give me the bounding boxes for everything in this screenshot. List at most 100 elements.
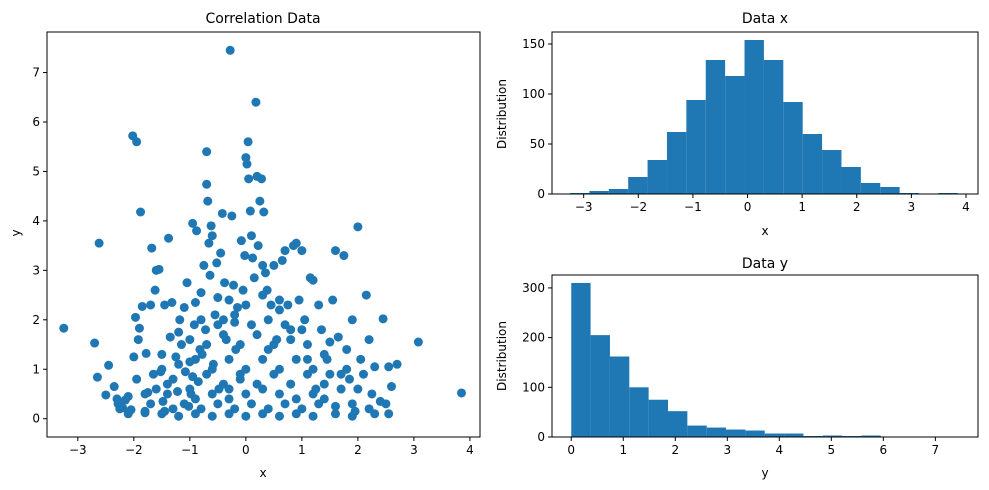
histogram-y-ytick-label: 300 <box>522 281 545 295</box>
scatter-point <box>188 372 198 382</box>
scatter-point <box>245 206 255 216</box>
scatter-xtick-label: 3 <box>410 443 418 457</box>
scatter-point <box>162 389 172 399</box>
scatter-point <box>210 310 220 320</box>
scatter-point <box>255 196 265 206</box>
scatter-point <box>90 338 100 348</box>
scatter-point <box>344 374 354 384</box>
scatter-point <box>207 389 217 399</box>
histogram-x-bar <box>802 134 823 194</box>
histogram-x-bar <box>705 60 726 194</box>
scatter-point <box>225 45 235 55</box>
histogram-x-xtick-label: 2 <box>853 200 861 214</box>
scatter-point <box>207 411 217 421</box>
histogram-x-bar <box>725 76 745 194</box>
scatter-ytick-label: 3 <box>32 263 40 277</box>
scatter-point <box>274 295 284 305</box>
histogram-y-ylabel: Distribution <box>495 321 509 391</box>
scatter-point <box>342 344 352 354</box>
scatter-point <box>283 300 293 310</box>
scatter-ytick-label: 2 <box>32 313 40 327</box>
histogram-x-bar <box>880 187 900 194</box>
scatter-point <box>147 243 157 253</box>
scatter-point <box>252 330 262 340</box>
scatter-point <box>232 302 242 312</box>
scatter-points <box>59 45 467 421</box>
scatter-point <box>286 335 296 345</box>
scatter-point <box>230 404 240 414</box>
histogram-y-ytick-label: 200 <box>522 331 545 345</box>
scatter-point <box>132 374 142 384</box>
histogram-y-ticks: 0 1 2 3 4 5 6 7 0 100 200 300 <box>522 281 939 457</box>
scatter-point <box>199 260 209 270</box>
histogram-y-ytick-label: 0 <box>537 430 545 444</box>
scatter-point <box>240 251 250 261</box>
scatter-point <box>174 411 184 421</box>
scatter-point <box>319 379 329 389</box>
scatter-point <box>230 317 240 327</box>
histogram-x-bar <box>763 60 784 194</box>
histogram-y-bar <box>590 335 610 437</box>
scatter-point <box>280 320 290 330</box>
histogram-x-bar <box>666 132 687 194</box>
scatter-point <box>258 260 268 270</box>
scatter-point <box>189 320 199 330</box>
histogram-x-xtick-label: −1 <box>684 200 702 214</box>
histogram-y-xtick-label: 1 <box>619 443 627 457</box>
histogram-y-xtick-label: 3 <box>723 443 731 457</box>
scatter-point <box>333 332 343 342</box>
scatter-point <box>378 314 388 324</box>
scatter-point <box>197 349 207 359</box>
scatter-point <box>243 137 253 147</box>
scatter-point <box>263 315 273 325</box>
scatter-point <box>220 278 230 288</box>
scatter-point <box>230 310 240 320</box>
scatter-ytick-label: 1 <box>32 362 40 376</box>
scatter-point <box>212 258 222 268</box>
scatter-point <box>104 360 114 370</box>
histogram-x-bar <box>589 191 609 194</box>
scatter-point <box>190 354 200 364</box>
scatter-point <box>112 394 122 404</box>
histogram-x-xtick-label: 1 <box>798 200 806 214</box>
scatter-title: Correlation Data <box>205 11 320 27</box>
scatter-point <box>291 354 301 364</box>
histogram-y-xtick-label: 6 <box>880 443 888 457</box>
scatter-point <box>160 406 170 416</box>
histogram-y-frame <box>551 274 979 438</box>
scatter-point <box>154 264 164 274</box>
histogram-x-xlabel: x <box>761 224 768 238</box>
scatter-point <box>328 295 338 305</box>
scatter-point <box>196 404 206 414</box>
scatter-point <box>157 349 167 359</box>
scatter-point <box>207 231 217 241</box>
scatter-point <box>201 325 211 335</box>
scatter-point <box>457 388 467 398</box>
scatter-point <box>246 399 256 409</box>
scatter-point <box>136 207 146 217</box>
scatter-point <box>140 406 150 416</box>
histogram-x-xtick-label: −3 <box>575 200 593 214</box>
scatter-point <box>174 359 184 369</box>
histogram-x-bar <box>783 102 803 194</box>
scatter-point <box>148 369 158 379</box>
scatter-xtick-label: 0 <box>242 443 250 457</box>
scatter-point <box>131 312 141 322</box>
histogram-x-panel: Data x x Distribution −3 −2 −1 0 1 2 3 4 0 50 100 1… <box>495 11 979 238</box>
scatter-point <box>364 404 374 414</box>
scatter-point <box>347 315 357 325</box>
scatter-point <box>202 179 212 189</box>
scatter-xtick-label: −3 <box>69 443 87 457</box>
scatter-point <box>216 248 226 258</box>
scatter-point <box>339 251 349 261</box>
scatter-point <box>207 364 217 374</box>
scatter-point <box>173 387 183 397</box>
histogram-x-ytick-label: 150 <box>522 37 545 51</box>
scatter-point <box>370 362 380 372</box>
scatter-point <box>134 323 144 333</box>
scatter-point <box>109 382 119 392</box>
histogram-x-bar <box>628 177 648 194</box>
scatter-point <box>356 354 366 364</box>
scatter-point <box>358 369 368 379</box>
